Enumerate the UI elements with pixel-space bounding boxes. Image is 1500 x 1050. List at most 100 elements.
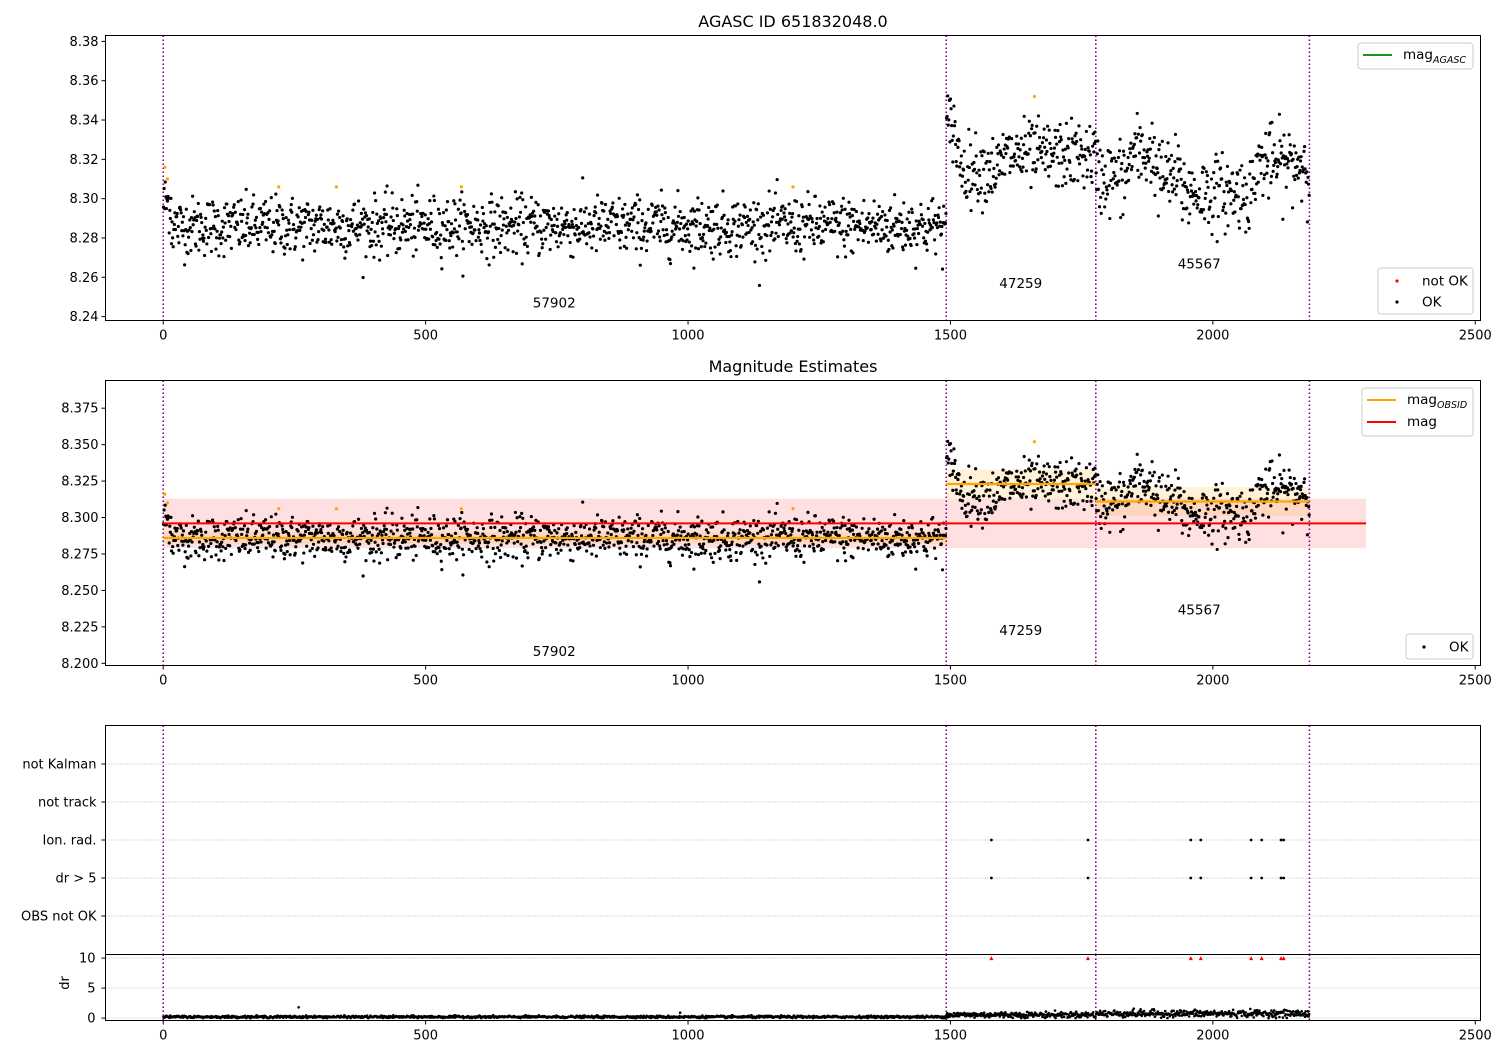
data-point — [854, 525, 859, 529]
data-point — [1052, 151, 1056, 155]
data-point — [279, 241, 283, 245]
data-point — [662, 543, 666, 547]
data-point — [293, 247, 297, 251]
data-point — [881, 210, 885, 214]
data-point — [821, 540, 825, 544]
data-point — [994, 176, 998, 180]
data-point — [391, 206, 395, 210]
data-point — [736, 519, 740, 524]
data-point — [1073, 134, 1077, 138]
data-point — [943, 533, 947, 538]
data-point — [1179, 167, 1183, 171]
data-point — [756, 202, 760, 206]
data-point — [216, 208, 220, 213]
data-point — [694, 224, 698, 228]
data-point — [167, 231, 171, 235]
data-point — [1215, 240, 1219, 244]
data-point — [655, 232, 659, 236]
data-point — [238, 240, 242, 244]
data-point — [243, 547, 247, 551]
data-point — [440, 267, 444, 271]
data-point — [301, 258, 305, 262]
data-point — [477, 231, 482, 235]
x-tick-label: 1500 — [934, 674, 967, 689]
data-point — [828, 533, 832, 537]
data-point — [974, 131, 978, 135]
data-point — [1096, 508, 1100, 513]
data-point — [1298, 495, 1302, 499]
data-point — [874, 547, 878, 551]
data-point — [1006, 478, 1010, 482]
data-point — [1269, 181, 1273, 185]
data-point — [1068, 160, 1072, 164]
data-point — [980, 211, 985, 215]
data-point — [234, 227, 238, 232]
data-point — [399, 546, 403, 550]
data-point — [1124, 169, 1128, 173]
data-point — [1105, 188, 1109, 192]
data-point — [553, 528, 557, 533]
data-point — [1187, 170, 1191, 175]
data-point — [171, 236, 175, 240]
data-point — [1034, 167, 1038, 171]
data-point — [1108, 150, 1112, 154]
data-point — [554, 547, 559, 552]
data-point — [757, 233, 761, 237]
data-point — [429, 220, 434, 224]
data-point — [359, 211, 364, 215]
data-point — [870, 219, 874, 224]
data-point — [1022, 114, 1026, 118]
data-point — [382, 524, 386, 528]
data-point — [408, 223, 413, 227]
data-point — [186, 252, 190, 256]
data-point — [351, 208, 355, 212]
data-point — [629, 211, 633, 215]
data-point — [606, 225, 610, 230]
data-point — [645, 547, 649, 551]
data-point — [431, 544, 435, 548]
data-point — [379, 244, 383, 248]
data-point — [1158, 176, 1162, 180]
data-point — [703, 551, 707, 555]
data-point — [529, 195, 533, 199]
data-point — [850, 214, 855, 218]
data-point — [876, 232, 880, 236]
data-point — [887, 208, 892, 212]
data-point — [403, 540, 407, 544]
data-point — [919, 202, 923, 206]
flag-marker — [1279, 838, 1283, 842]
data-point — [836, 255, 840, 259]
data-point — [306, 213, 310, 217]
data-point — [886, 238, 890, 242]
data-point — [999, 151, 1003, 155]
data-point — [1280, 144, 1284, 148]
data-point — [541, 242, 545, 246]
data-point — [943, 221, 947, 225]
data-point — [775, 178, 779, 182]
data-point — [532, 209, 536, 213]
data-point — [1155, 166, 1159, 171]
data-point — [1136, 494, 1140, 499]
data-point — [600, 201, 604, 205]
data-point — [544, 225, 548, 230]
data-point — [1167, 510, 1171, 514]
data-point — [239, 198, 243, 202]
data-point — [1076, 486, 1081, 490]
data-point — [538, 214, 543, 218]
data-point — [974, 154, 978, 158]
data-point — [407, 225, 411, 230]
data-point — [1250, 509, 1254, 513]
data-point — [1042, 127, 1046, 131]
data-point — [1211, 214, 1215, 218]
x-tick-label: 2000 — [1196, 674, 1229, 689]
data-point — [959, 154, 963, 158]
data-point — [927, 218, 931, 222]
data-point — [959, 489, 963, 493]
data-point — [1039, 485, 1043, 489]
data-point — [752, 518, 756, 523]
y-tick-label: 8.30 — [70, 192, 99, 207]
data-point — [615, 529, 620, 533]
data-point — [834, 533, 839, 537]
data-point — [479, 242, 483, 247]
data-point — [1279, 151, 1283, 155]
